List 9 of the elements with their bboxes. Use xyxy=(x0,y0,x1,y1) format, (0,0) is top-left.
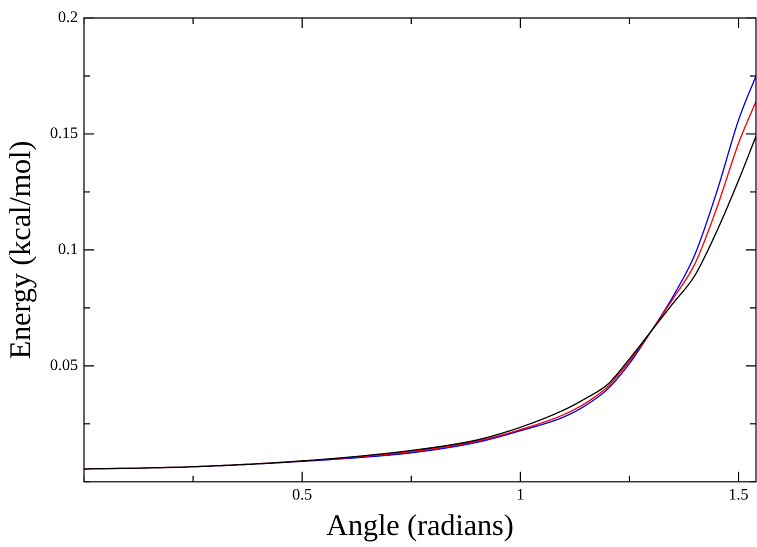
y-tick-label: 0.1 xyxy=(58,241,78,258)
y-axis-title: Energy (kcal/mol) xyxy=(4,140,37,360)
x-axis-title: Angle (radians) xyxy=(326,508,514,542)
x-tick-label: 0.5 xyxy=(292,486,312,504)
y-tick-label: 0.15 xyxy=(50,125,78,142)
x-tick-label: 1.5 xyxy=(728,486,749,504)
x-tick-label: 1 xyxy=(516,486,524,504)
y-tick-label: 0.2 xyxy=(58,9,78,26)
y-tick-label: 0.05 xyxy=(50,357,78,374)
